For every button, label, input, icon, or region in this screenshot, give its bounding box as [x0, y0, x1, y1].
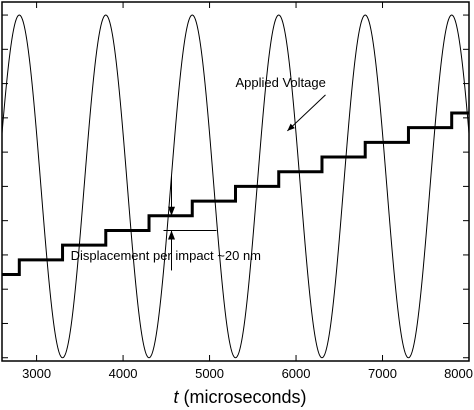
- x-tick-label: 4000: [109, 366, 138, 381]
- displacement-arrowhead-bottom: [168, 230, 176, 240]
- x-axis-label-symbol: t: [173, 387, 179, 407]
- plot-area: Applied Voltage Displacement per impact ~…: [1, 1, 470, 362]
- x-tick-labels: 3000 4000 5000 6000 7000 8000: [22, 366, 473, 381]
- x-axis-label: t (microseconds): [173, 387, 306, 407]
- displacement-arrowhead-top: [168, 206, 176, 216]
- applied-voltage-arrow: [287, 94, 326, 132]
- displacement-staircase-series: [2, 111, 469, 277]
- x-axis-ticks: [36, 2, 470, 361]
- x-tick-label: 5000: [195, 366, 224, 381]
- applied-voltage-label: Applied Voltage: [236, 75, 326, 90]
- x-tick-label: 3000: [22, 366, 51, 381]
- x-tick-label: 7000: [368, 366, 397, 381]
- applied-voltage-series: [1, 14, 470, 359]
- x-axis-label-text: (microseconds): [178, 387, 306, 407]
- x-tick-label: 8000: [444, 366, 473, 381]
- applied-voltage-arrowhead: [287, 123, 295, 131]
- plot-frame: [1, 1, 470, 362]
- x-tick-label: 6000: [282, 366, 311, 381]
- annotations: Applied Voltage Displacement per impact ~…: [71, 75, 326, 271]
- displacement-label: Displacement per impact ~20 nm: [71, 248, 261, 263]
